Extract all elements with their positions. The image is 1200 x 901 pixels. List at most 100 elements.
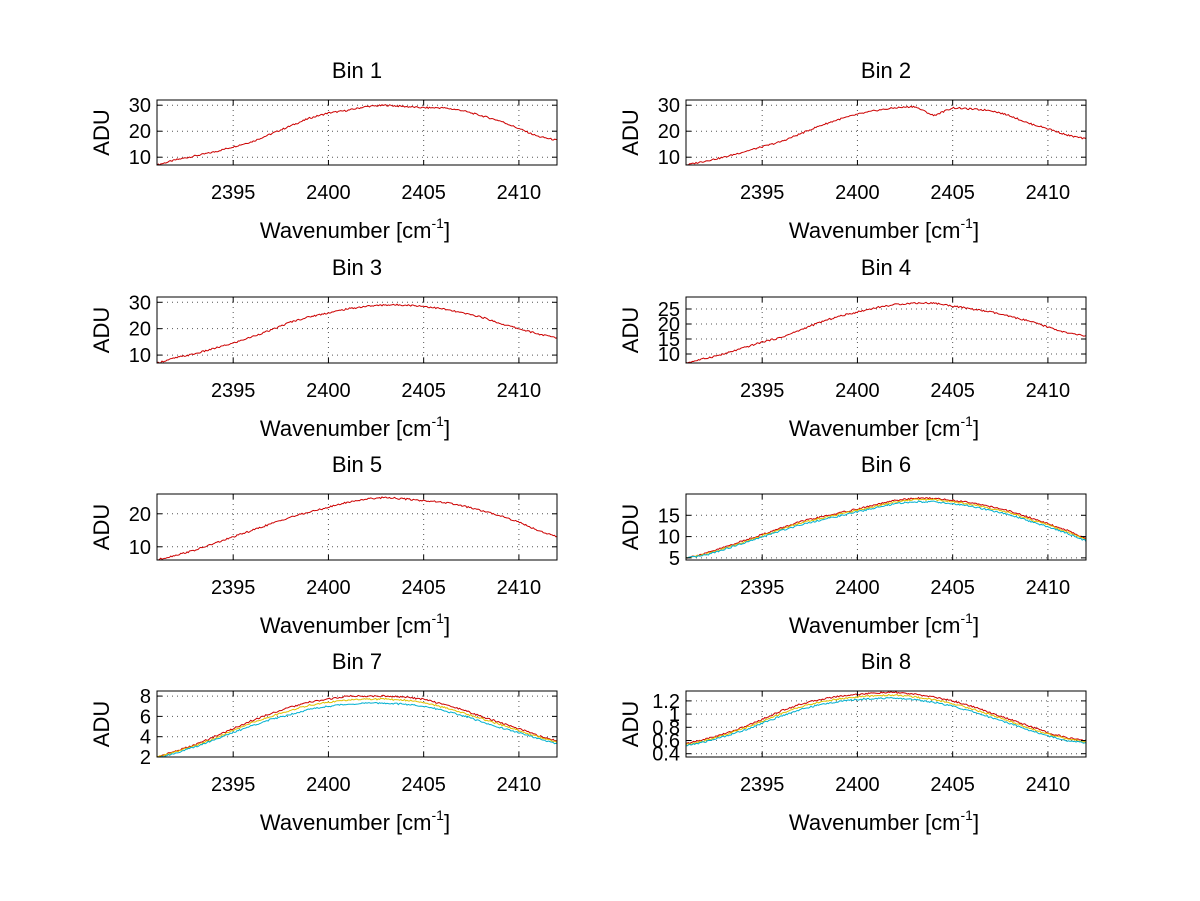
subplot-5: 2395 2400 2405 2410 10 20 Bin 5 ADU Wavenumber [… xyxy=(89,452,558,638)
x-axis-label-sup: -1 xyxy=(432,413,445,429)
x-tick-label: 2405 xyxy=(930,380,975,402)
x-axis-label-sup: -1 xyxy=(961,610,974,626)
x-axis-label-main: Wavenumber [cm xyxy=(789,416,961,441)
x-axis-label-main: Wavenumber [cm xyxy=(260,613,432,638)
x-tick-label: 2395 xyxy=(211,577,256,599)
x-tick-label: 2410 xyxy=(497,774,542,796)
subplot-title: Bin 5 xyxy=(332,452,382,477)
x-tick-label: 2400 xyxy=(306,577,351,599)
x-axis-label-main: Wavenumber [cm xyxy=(260,810,432,835)
series-line-cyan xyxy=(686,696,1087,747)
y-tick-label: 6 xyxy=(140,706,151,728)
x-tick-label: 2410 xyxy=(497,182,542,204)
x-tick-label: 2410 xyxy=(1026,182,1071,204)
subplot-1: 2395 2400 2405 2410 10 20 30 Bin 1 ADU Wavenumber… xyxy=(89,58,558,243)
y-tick-label: 20 xyxy=(658,121,680,143)
plot-frame xyxy=(685,99,1087,166)
y-tick-label: 1 xyxy=(669,704,680,726)
x-tick-label: 2400 xyxy=(306,182,351,204)
subplot-3: 2395 2400 2405 2410 10 20 30 Bin 3 ADU Wavenumber… xyxy=(89,255,558,441)
x-tick-label: 2395 xyxy=(740,577,785,599)
x-tick-label: 2410 xyxy=(1026,577,1071,599)
x-tick-label: 2410 xyxy=(497,380,542,402)
y-tick-label: 10 xyxy=(129,147,151,169)
y-tick-label: 2 xyxy=(140,747,151,769)
y-tick-label: 0.6 xyxy=(652,731,680,753)
x-tick-label: 2405 xyxy=(401,182,446,204)
plot-frame xyxy=(685,690,1087,758)
y-tick-label: 0.8 xyxy=(652,717,680,739)
y-axis-label: ADU xyxy=(618,504,643,550)
y-tick-label: 30 xyxy=(129,292,151,314)
x-axis-label: Wavenumber [cm-1] xyxy=(789,807,979,835)
x-axis-label: Wavenumber [cm-1] xyxy=(260,215,450,243)
series-line-red xyxy=(685,496,1087,559)
x-axis-label-close: ] xyxy=(973,218,979,243)
y-axis-label: ADU xyxy=(89,701,114,747)
x-tick-label: 2405 xyxy=(930,577,975,599)
x-axis-label-close: ] xyxy=(444,613,450,638)
y-tick-label: 15 xyxy=(658,329,680,351)
x-axis-label-sup: -1 xyxy=(961,413,974,429)
series-line-yellow xyxy=(156,697,558,758)
series-line-cyan xyxy=(157,701,558,758)
x-tick-label: 2405 xyxy=(930,774,975,796)
x-axis-label: Wavenumber [cm-1] xyxy=(789,413,979,441)
x-tick-label: 2405 xyxy=(930,182,975,204)
x-axis-label-sup: -1 xyxy=(432,807,445,823)
subplot-title: Bin 8 xyxy=(861,649,911,674)
x-axis-label-main: Wavenumber [cm xyxy=(260,416,432,441)
x-tick-label: 2400 xyxy=(835,774,880,796)
x-tick-label: 2410 xyxy=(497,577,542,599)
subplot-title: Bin 1 xyxy=(332,58,382,83)
x-axis-label: Wavenumber [cm-1] xyxy=(260,610,450,638)
series-line-red xyxy=(685,105,1087,166)
plot-frame xyxy=(156,99,558,166)
y-tick-label: 20 xyxy=(129,504,151,526)
x-axis-label-main: Wavenumber [cm xyxy=(789,218,961,243)
y-tick-label: 1.2 xyxy=(652,691,680,713)
y-axis-label: ADU xyxy=(89,109,114,155)
x-axis-label-close: ] xyxy=(973,613,979,638)
y-tick-label: 0.4 xyxy=(652,744,680,766)
plot-frame xyxy=(156,690,558,758)
subplot-title: Bin 4 xyxy=(861,255,911,280)
x-axis-label: Wavenumber [cm-1] xyxy=(789,610,979,638)
y-axis-label: ADU xyxy=(618,701,643,747)
plot-frame xyxy=(685,296,1087,364)
x-tick-label: 2405 xyxy=(401,380,446,402)
x-axis-label: Wavenumber [cm-1] xyxy=(260,413,450,441)
subplot-8: 2395 2400 2405 2410 0.40.60.811.2 Bin 8 ADU Wav… xyxy=(618,649,1087,835)
series-line-red xyxy=(685,691,1087,745)
x-tick-label: 2395 xyxy=(740,774,785,796)
x-axis-label-close: ] xyxy=(973,416,979,441)
x-axis-label-close: ] xyxy=(444,416,450,441)
series-line-cyan xyxy=(685,500,1087,559)
x-tick-label: 2395 xyxy=(211,774,256,796)
y-tick-label: 20 xyxy=(658,314,680,336)
x-axis-label-close: ] xyxy=(444,810,450,835)
x-tick-label: 2400 xyxy=(835,577,880,599)
x-tick-label: 2405 xyxy=(401,774,446,796)
x-axis-label-main: Wavenumber [cm xyxy=(260,218,432,243)
x-tick-label: 2395 xyxy=(211,182,256,204)
series-line-yellow xyxy=(685,693,1087,746)
subplot-title: Bin 6 xyxy=(861,452,911,477)
x-axis-label-close: ] xyxy=(444,218,450,243)
x-tick-label: 2410 xyxy=(1026,380,1071,402)
x-tick-label: 2395 xyxy=(211,380,256,402)
plot-frame xyxy=(156,493,558,561)
x-tick-label: 2400 xyxy=(306,380,351,402)
y-axis-label: ADU xyxy=(89,504,114,550)
y-tick-label: 10 xyxy=(129,345,151,367)
y-tick-label: 4 xyxy=(140,727,151,749)
y-tick-label: 8 xyxy=(140,686,151,708)
series-line-yellow xyxy=(685,498,1087,559)
y-tick-label: 10 xyxy=(658,344,680,366)
x-axis-label: Wavenumber [cm-1] xyxy=(789,215,979,243)
x-axis-label-sup: -1 xyxy=(432,215,445,231)
y-tick-label: 30 xyxy=(129,95,151,117)
